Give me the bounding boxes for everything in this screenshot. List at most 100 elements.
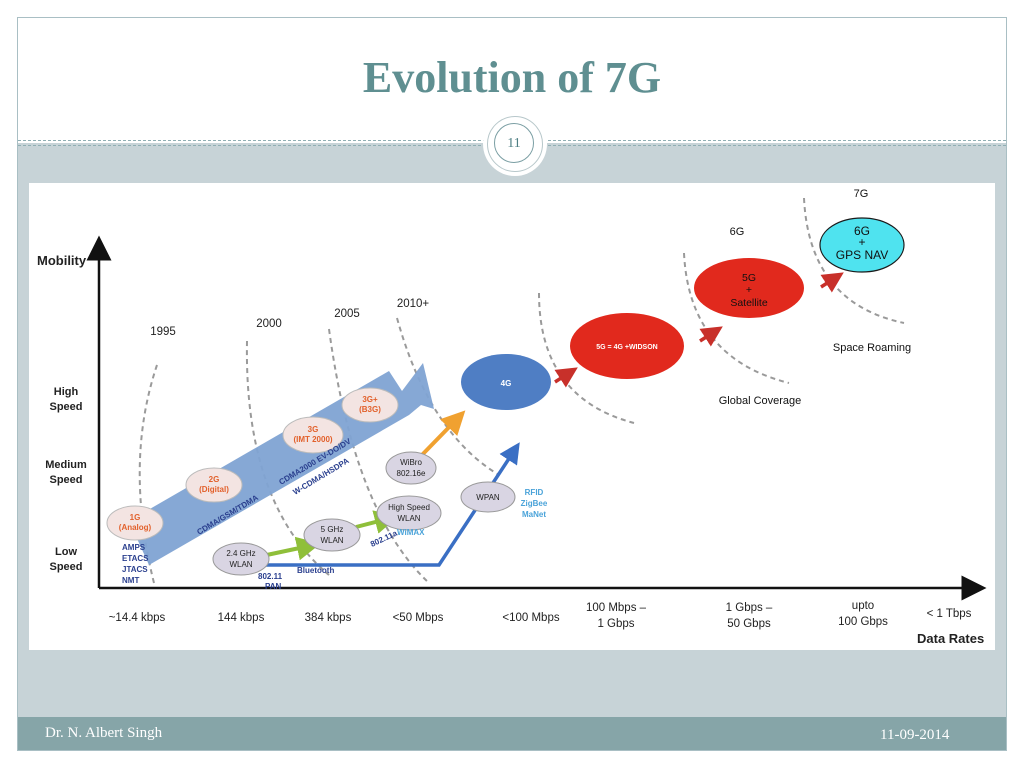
- era-curve-2010: [396, 317, 500, 476]
- x-tick-6a: 100 Mbps –: [586, 602, 647, 614]
- x-axis-label: Data Rates: [917, 631, 984, 646]
- pan-l1: 802.11: [258, 572, 283, 581]
- y-level-high-1: High: [54, 386, 79, 398]
- year-2000: 2000: [256, 318, 282, 330]
- wireless-ellipses: [212, 451, 516, 576]
- y-levels: High Speed Medium Speed Low Speed: [45, 386, 87, 573]
- slide-title: Evolution of 7G: [362, 53, 662, 102]
- x-ticks: ~14.4 kbps 144 kbps 384 kbps <50 Mbps <1…: [109, 600, 972, 630]
- heading-7g: 7G: [854, 188, 869, 200]
- gen-6g-l1: 5G: [742, 272, 756, 284]
- pan-l2: PAN: [265, 582, 282, 591]
- rfid-labels: RFID ZigBee MaNet: [521, 488, 548, 519]
- y-level-low-2: Speed: [49, 561, 82, 573]
- wlan5-l2: WLAN: [320, 536, 343, 545]
- gen-3gplus-l1: 3G+: [362, 395, 378, 404]
- footer-date: 11-09-2014: [880, 727, 950, 743]
- gen-1g-l1: 1G: [130, 513, 141, 522]
- hswlan-l1: High Speed: [388, 503, 430, 512]
- wlan5-ellipse: [303, 518, 361, 552]
- arrow-4g-5g: [554, 367, 578, 388]
- gen-1g-ellipse: [106, 505, 164, 541]
- gen-7g-l2: +: [858, 235, 865, 249]
- gen-7g-l3: GPS NAV: [836, 248, 888, 262]
- space-roaming-label: Space Roaming: [833, 342, 911, 354]
- wlan24-l1: 2.4 GHz: [226, 549, 255, 558]
- x-tick-6b: 1 Gbps: [597, 618, 634, 630]
- gen-2g-l2: (Digital): [199, 485, 229, 494]
- page-number-badge: 11: [487, 116, 543, 172]
- wibro-ellipse: [385, 451, 437, 485]
- y-level-low-1: Low: [55, 546, 77, 558]
- gen-3g-l1: 3G: [308, 425, 319, 434]
- gen-7g-l1: 6G: [854, 224, 870, 238]
- hswlan-l2: WLAN: [397, 514, 420, 523]
- gen-4g-label: 4G: [501, 379, 512, 388]
- gen-1g-l2: (Analog): [119, 523, 152, 532]
- era-curve-4g: [538, 292, 635, 424]
- y-level-medium-2: Speed: [49, 474, 82, 486]
- gen-6g-l2: +: [746, 284, 752, 296]
- arrow-wibro-4g: [417, 410, 466, 460]
- gen-6g-l3: Satellite: [730, 297, 768, 309]
- wlan24-ellipse: [212, 542, 270, 576]
- wimax-label: WiMAX: [397, 528, 425, 537]
- hswlan-ellipse: [376, 495, 442, 531]
- page-number: 11: [494, 123, 534, 163]
- gen-2g-ellipse: [185, 467, 243, 503]
- gen-6g-labels: 5G + Satellite: [730, 272, 768, 309]
- gen-3g-l2: (IMT 2000): [293, 435, 332, 444]
- std-1g-1: AMPS: [122, 543, 146, 552]
- global-coverage-label: Global Coverage: [719, 395, 802, 407]
- x-tick-7b: 50 Gbps: [727, 618, 771, 630]
- std-1g-4: NMT: [122, 576, 139, 585]
- std-1g-3: JTACS: [122, 565, 148, 574]
- gen-ellipses: [106, 387, 399, 541]
- gen-5g-label: 5G = 4G +WIDSON: [596, 344, 657, 351]
- std-1g-2: ETACS: [122, 554, 149, 563]
- footer-bar: [18, 717, 1006, 750]
- wireless-labels: 2.4 GHz WLAN 5 GHz WLAN High Speed WLAN …: [226, 458, 500, 569]
- bluetooth-label: Bluetooth: [297, 566, 334, 575]
- y-level-medium-1: Medium: [45, 459, 87, 471]
- gen-3gplus-l2: (B3G): [359, 405, 381, 414]
- evolution-diagram: Mobility Data Rates High Speed Medium Sp…: [29, 183, 995, 650]
- rfid-1: RFID: [525, 488, 544, 497]
- gen-6g-ellipse: [694, 258, 804, 318]
- gen-2g-l1: 2G: [209, 475, 220, 484]
- wibro-l2: 802.16e: [397, 469, 426, 478]
- x-tick-2: 144 kbps: [218, 612, 265, 624]
- x-tick-5: <100 Mbps: [502, 612, 559, 624]
- x-tick-4: <50 Mbps: [393, 612, 444, 624]
- wlan24-l2: WLAN: [229, 560, 252, 569]
- year-2005: 2005: [334, 308, 360, 320]
- arrow-wlan24-wlan5: [261, 536, 321, 561]
- y-axis-label: Mobility: [37, 253, 87, 268]
- x-tick-3: 384 kbps: [305, 612, 352, 624]
- arrow-6g-7g: [820, 272, 844, 293]
- heading-6g: 6G: [730, 226, 745, 238]
- gen-labels: 1G (Analog) 2G (Digital) 3G (IMT 2000) 3…: [119, 395, 381, 532]
- std-80211a: 802.11a: [369, 528, 399, 548]
- x-tick-1: ~14.4 kbps: [109, 612, 166, 624]
- gen-3g-ellipse: [282, 416, 344, 454]
- diagram-svg: Mobility Data Rates High Speed Medium Sp…: [37, 188, 987, 646]
- gen-5g-ellipse: [570, 313, 684, 379]
- rfid-2: ZigBee: [521, 499, 548, 508]
- gen-4g-ellipse: [461, 354, 551, 410]
- year-1995: 1995: [150, 326, 176, 338]
- wpan-ellipse: [460, 481, 516, 513]
- x-tick-8b: 100 Gbps: [838, 616, 888, 628]
- gen-7g-labels: 6G + GPS NAV: [836, 224, 888, 262]
- year-labels: 1995 2000 2005 2010+: [150, 298, 429, 338]
- x-tick-7a: 1 Gbps –: [726, 602, 773, 614]
- gen-7g-ellipse: [819, 217, 905, 273]
- wpan-label: WPAN: [476, 493, 500, 502]
- arrow-5g-6g: [699, 326, 723, 347]
- y-level-high-2: Speed: [49, 401, 82, 413]
- year-2010: 2010+: [397, 298, 430, 310]
- x-tick-8a: upto: [852, 600, 874, 612]
- gen-3gplus-ellipse: [341, 387, 399, 423]
- era-curve-2005: [328, 328, 430, 584]
- wlan5-l1: 5 GHz: [321, 525, 344, 534]
